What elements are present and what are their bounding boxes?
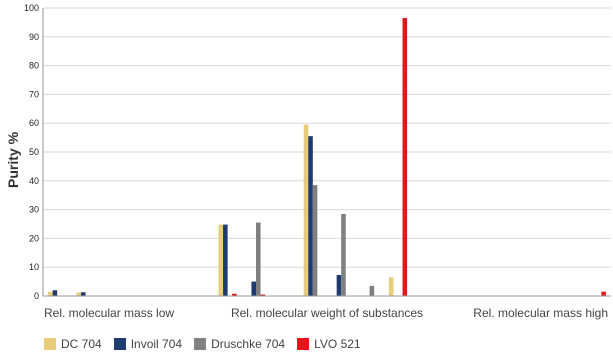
y-tick-label: 10 <box>29 262 39 272</box>
bar <box>369 285 375 296</box>
bar <box>336 274 342 296</box>
y-tick-label: 30 <box>29 205 39 215</box>
bar <box>76 292 82 296</box>
legend-label: DC 704 <box>61 337 102 351</box>
gridlines <box>43 7 611 268</box>
legend-item-dc704: DC 704 <box>44 337 102 351</box>
x-group-label-mid: Rel. molecular weight of substances <box>231 306 423 320</box>
legend-swatch <box>113 338 126 350</box>
bar <box>402 18 408 297</box>
bar <box>81 292 86 296</box>
y-axis-ticks: 0 10 20 30 40 50 60 70 80 90 100 <box>24 3 39 301</box>
y-tick-label: 0 <box>34 291 39 301</box>
y-tick-label: 100 <box>24 3 39 13</box>
bar <box>303 124 309 296</box>
legend-label: Invoil 704 <box>130 337 183 351</box>
bar <box>218 224 224 296</box>
bars <box>48 18 606 297</box>
legend-swatch <box>297 338 310 350</box>
legend-item-druschke704: Druschke 704 <box>194 337 285 351</box>
bar <box>601 291 606 296</box>
y-tick-label: 50 <box>29 147 39 157</box>
legend-label: LVO 521 <box>314 337 361 351</box>
bar <box>260 294 266 296</box>
bar <box>256 222 261 296</box>
legend-label: Druschke 704 <box>211 337 286 351</box>
y-tick-label: 90 <box>29 32 39 42</box>
x-group-label-high: Rel. molecular mass high <box>473 306 608 320</box>
y-tick-label: 80 <box>29 61 39 71</box>
bar <box>232 293 237 296</box>
bar <box>308 136 313 296</box>
x-group-label-low: Rel. molecular mass low <box>44 306 174 320</box>
bar <box>52 290 58 296</box>
bar <box>312 185 318 296</box>
legend-item-invoil704: Invoil 704 <box>113 337 183 351</box>
legend-swatch <box>194 338 207 350</box>
y-tick-label: 20 <box>29 233 39 243</box>
y-tick-label: 70 <box>29 89 39 99</box>
bar <box>341 213 346 296</box>
legend-swatch <box>44 338 56 350</box>
y-axis-label: Purity % <box>5 131 21 188</box>
legend: DC 704 Invoil 704 Druschke 704 LVO 521 <box>44 337 373 351</box>
bar <box>388 277 394 296</box>
bar <box>223 224 228 296</box>
legend-item-lvo521: LVO 521 <box>297 337 361 351</box>
y-tick-label: 60 <box>29 118 39 128</box>
bar <box>48 291 53 296</box>
y-tick-label: 40 <box>29 176 39 186</box>
bar <box>251 281 256 296</box>
